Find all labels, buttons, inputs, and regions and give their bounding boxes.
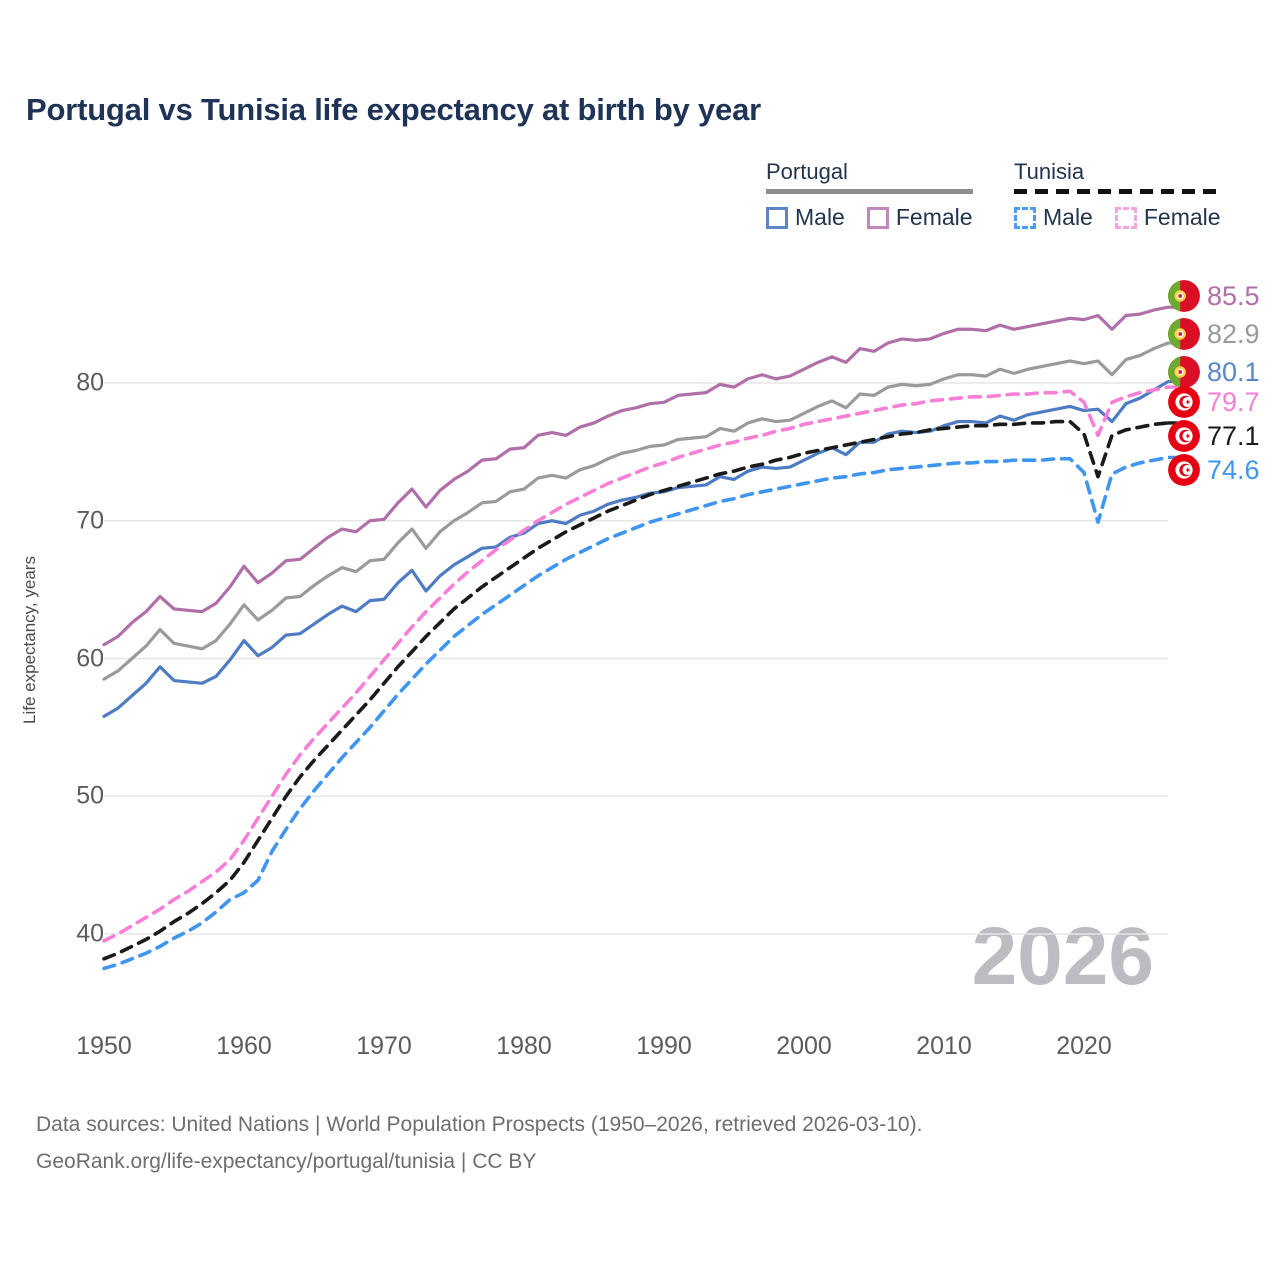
series-line-portugal-male bbox=[102, 380, 1170, 718]
footer-line-1: Data sources: United Nations | World Pop… bbox=[36, 1113, 923, 1136]
footer-line-2: GeoRank.org/life-expectancy/portugal/tun… bbox=[36, 1150, 537, 1173]
y-tick-label: 60 bbox=[76, 644, 104, 672]
end-value-portugal-female: 85.5 bbox=[1207, 280, 1260, 311]
legend-item-tunisia-female[interactable]: Female bbox=[1114, 204, 1221, 231]
legend-swatch-portugal-female bbox=[866, 206, 889, 229]
end-label-portugal-total: 82.9 bbox=[1168, 317, 1260, 351]
end-value-tunisia-male: 74.6 bbox=[1207, 454, 1260, 485]
end-value-tunisia-total: 77.1 bbox=[1207, 420, 1260, 451]
series-lines bbox=[102, 305, 1170, 971]
portugal-flag-icon bbox=[1168, 318, 1200, 350]
series-line-portugal-total bbox=[102, 341, 1170, 681]
legend-swatch-portugal-male bbox=[766, 206, 788, 229]
x-tick-label: 2000 bbox=[776, 1032, 832, 1060]
legend-label-portugal-male: Male bbox=[795, 204, 845, 230]
end-label-tunisia-female: 79.7 bbox=[1168, 385, 1260, 419]
footer-sources: Data sources: United Nations | World Pop… bbox=[36, 1106, 922, 1180]
legend-swatch-tunisia-female bbox=[1114, 206, 1137, 229]
legend-swatch-tunisia-male bbox=[1014, 206, 1036, 229]
end-value-tunisia-female: 79.7 bbox=[1207, 386, 1260, 417]
legend-label-tunisia-male: Male bbox=[1043, 204, 1093, 230]
portugal-flag-icon bbox=[1168, 280, 1200, 312]
series-line-tunisia-total bbox=[102, 419, 1170, 961]
end-label-portugal-female: 85.5 bbox=[1168, 279, 1260, 313]
x-tick-label: 1990 bbox=[636, 1032, 692, 1060]
tunisia-flag-icon bbox=[1168, 386, 1200, 418]
end-label-tunisia-male: 74.6 bbox=[1168, 453, 1260, 487]
y-tick-label: 70 bbox=[76, 506, 104, 535]
legend-rule-tunisia bbox=[1014, 189, 1221, 194]
y-tick-label: 80 bbox=[76, 368, 104, 397]
end-value-portugal-total: 82.9 bbox=[1207, 318, 1260, 349]
x-tick-label: 1980 bbox=[496, 1032, 552, 1060]
tunisia-flag-icon bbox=[1168, 454, 1200, 486]
x-tick-label: 1960 bbox=[216, 1032, 272, 1060]
x-tick-label: 2020 bbox=[1056, 1032, 1112, 1060]
portugal-flag-icon bbox=[1168, 356, 1200, 388]
x-tick-label: 1970 bbox=[356, 1032, 412, 1060]
legend-group-tunisia: Tunisia Male Female bbox=[1014, 160, 1221, 231]
legend-group-portugal: Portugal Male Female bbox=[766, 160, 973, 231]
gridlines bbox=[104, 382, 1168, 935]
legend-rule-portugal bbox=[766, 189, 973, 194]
tunisia-flag-icon bbox=[1168, 420, 1200, 452]
series-line-tunisia-female bbox=[102, 385, 1170, 943]
x-tick-label: 1950 bbox=[76, 1032, 132, 1060]
legend-label-tunisia-female: Female bbox=[1143, 204, 1221, 230]
chart-title: Portugal vs Tunisia life expectancy at b… bbox=[26, 92, 761, 127]
x-tick-label: 2010 bbox=[916, 1032, 972, 1060]
legend-item-portugal-female[interactable]: Female bbox=[866, 204, 973, 231]
legend-item-portugal-male[interactable]: Male bbox=[766, 204, 845, 231]
legend-country-tunisia: Tunisia bbox=[1014, 159, 1085, 184]
chart-legend: Portugal Male Female Tunisia Male bbox=[752, 160, 1252, 240]
series-line-tunisia-male bbox=[102, 455, 1170, 971]
year-watermark: 2026 bbox=[971, 911, 1154, 1002]
legend-country-portugal: Portugal bbox=[766, 159, 848, 184]
end-label-tunisia-total: 77.1 bbox=[1168, 419, 1260, 453]
y-tick-label: 50 bbox=[76, 781, 104, 810]
end-label-portugal-male: 80.1 bbox=[1168, 355, 1260, 389]
y-axis-ticks: 40 50 60 70 80 bbox=[0, 0, 104, 1280]
y-tick-label: 40 bbox=[76, 919, 104, 948]
legend-item-tunisia-male[interactable]: Male bbox=[1014, 204, 1093, 231]
end-value-portugal-male: 80.1 bbox=[1207, 356, 1260, 387]
series-line-portugal-female bbox=[102, 305, 1170, 647]
legend-label-portugal-female: Female bbox=[895, 204, 973, 230]
